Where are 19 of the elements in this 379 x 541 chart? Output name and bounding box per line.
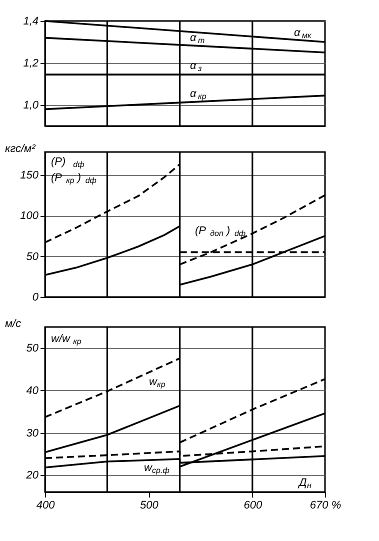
x-tick-label: 500 bbox=[140, 500, 160, 512]
y-tick-label: 1,0 bbox=[23, 100, 40, 112]
y-tick-label: 30 bbox=[26, 427, 40, 440]
x-tick-label: 600 bbox=[244, 500, 263, 512]
x-tick-label: 400 bbox=[36, 500, 56, 512]
annotation: (P)dф bbox=[51, 156, 85, 169]
y-tick-label: 1,2 bbox=[23, 58, 38, 70]
y-tick-label: 40 bbox=[26, 384, 40, 397]
y-tick-label: 1,4 bbox=[23, 16, 38, 28]
y-tick-label: 50 bbox=[26, 342, 40, 355]
y-tick-label: 50 bbox=[26, 250, 40, 263]
y-tick-label: 150 bbox=[20, 169, 40, 182]
annotation: w/wкр bbox=[51, 333, 82, 346]
y-axis-title: кгс/м² bbox=[5, 143, 36, 155]
y-tick-label: 100 bbox=[20, 210, 40, 222]
y-tick-label: 20 bbox=[25, 470, 40, 482]
x-tick-label: 670 % bbox=[310, 500, 342, 512]
y-tick-label: 0 bbox=[32, 292, 40, 304]
y-axis-title: м/с bbox=[5, 318, 22, 330]
